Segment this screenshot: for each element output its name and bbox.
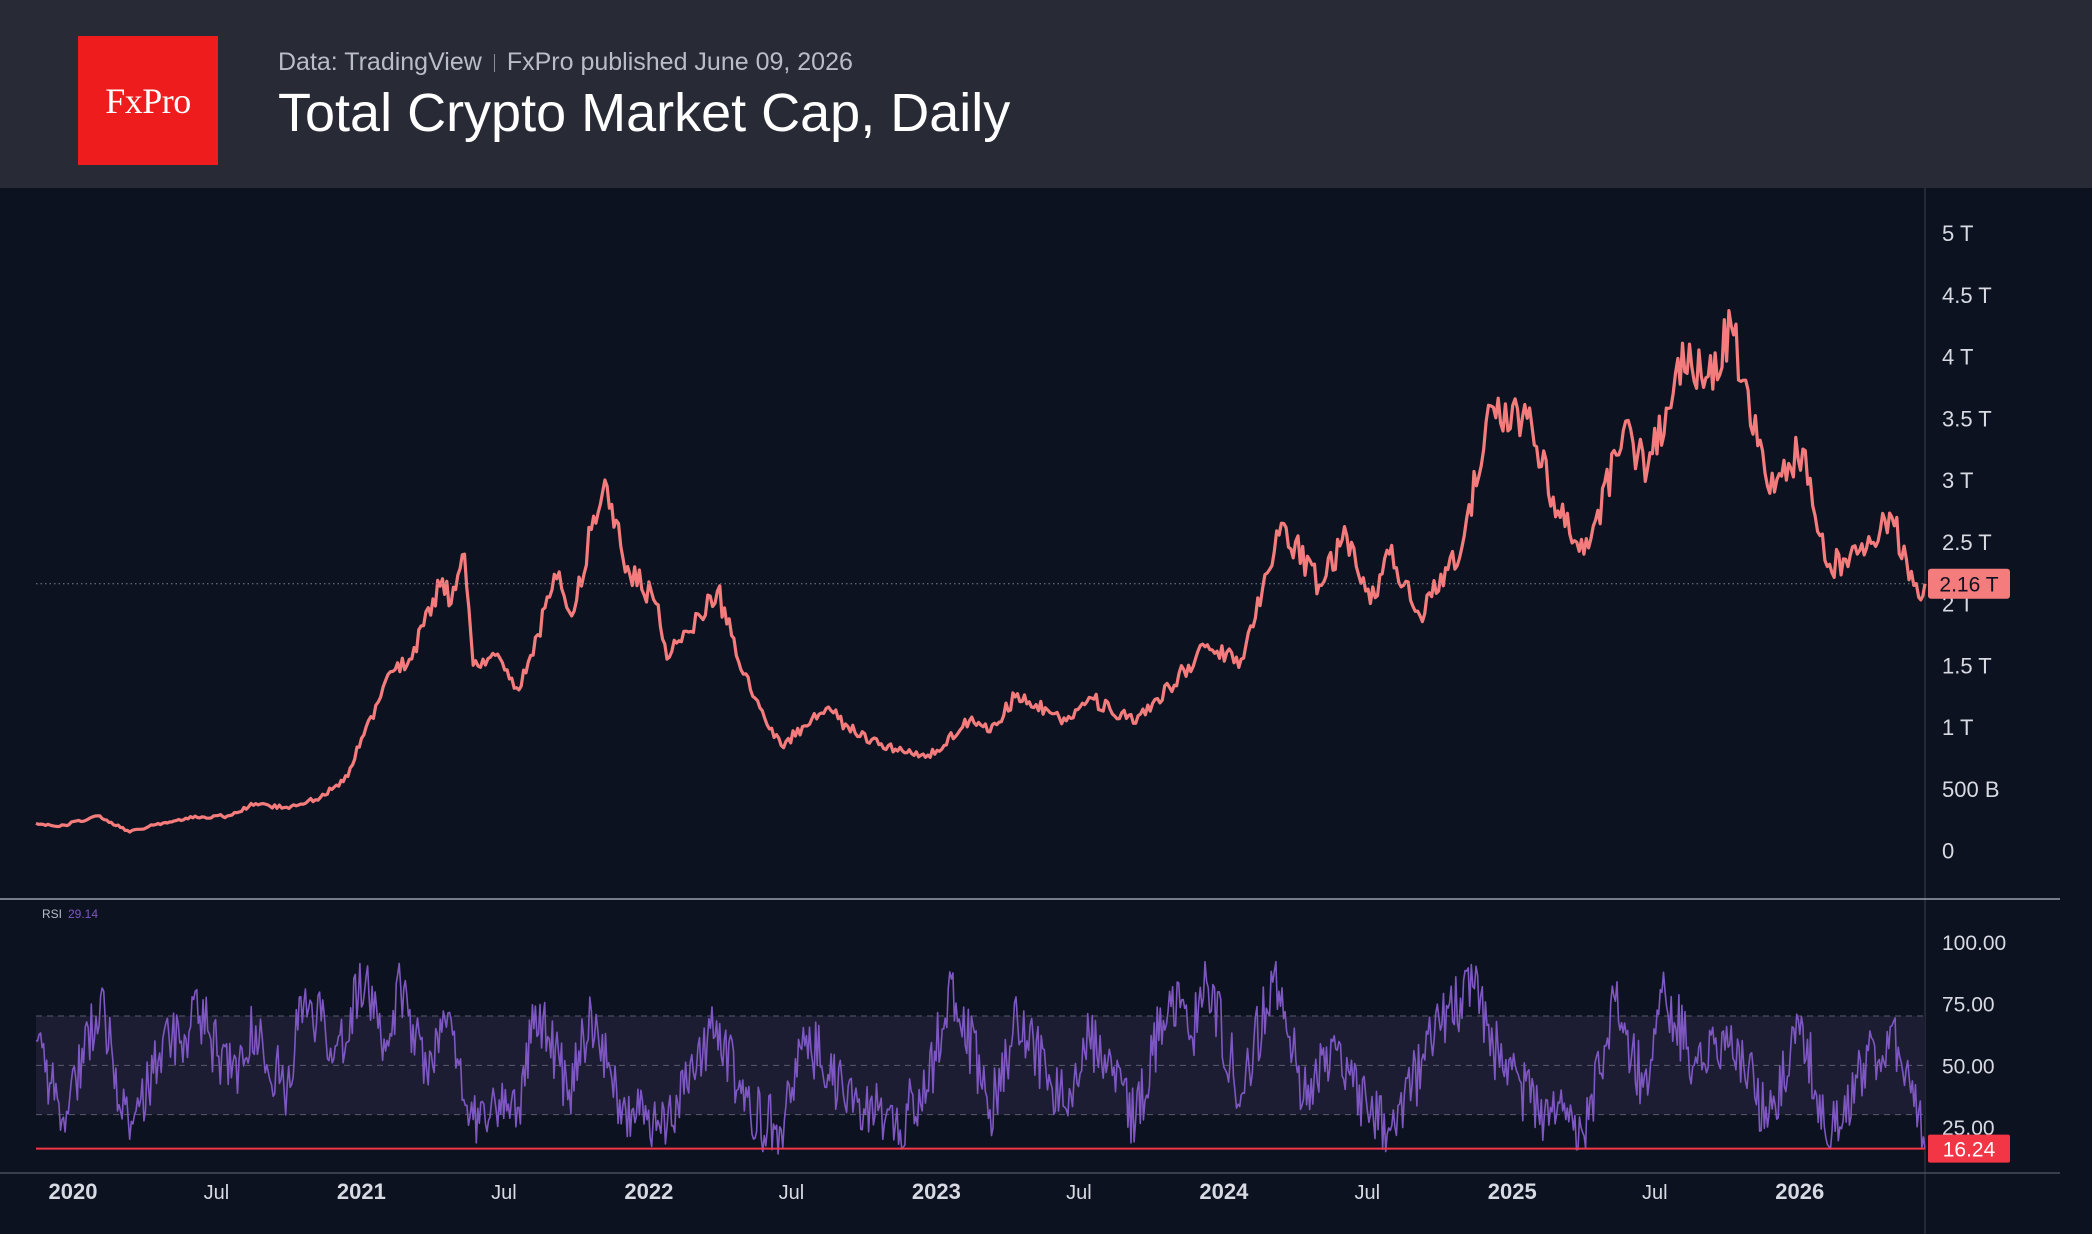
last-price-badge [1928, 568, 2010, 599]
price-tick-label: 4 T [1942, 345, 1973, 370]
price-tick-label: 500 B [1942, 777, 2000, 802]
price-tick-label: 1 T [1942, 715, 1973, 740]
rsi-header-value: 29.14 [68, 907, 98, 921]
rsi-last-badge [1928, 1134, 2010, 1163]
time-tick-label: Jul [1066, 1182, 1092, 1204]
price-series-line [35, 309, 1927, 834]
time-tick-label: 2020 [49, 1179, 98, 1204]
source-separator [493, 54, 495, 72]
time-tick-label: Jul [491, 1182, 517, 1204]
rsi-title: RSI [42, 907, 62, 921]
price-tick-label: 5 T [1942, 221, 1973, 246]
rsi-band [36, 1016, 1925, 1115]
price-tick-label: 4.5 T [1942, 283, 1992, 308]
rsi-tick-label: 100.00 [1942, 932, 2006, 955]
rsi-series-line [35, 960, 1926, 1155]
time-tick-label: 2023 [912, 1179, 961, 1204]
time-tick-label: 2022 [624, 1179, 673, 1204]
time-tick-label: Jul [204, 1182, 230, 1204]
fxpro-logo: FxPro [78, 36, 218, 165]
rsi-tick-label: 75.00 [1942, 994, 1995, 1017]
time-tick-label: 2026 [1775, 1179, 1824, 1204]
price-tick-label: 0 [1942, 839, 1954, 864]
data-source: Data: TradingView FxPro published June 09… [278, 48, 853, 77]
time-tick-label: 2021 [337, 1179, 386, 1204]
rsi-tick-label: 50.00 [1942, 1055, 1995, 1078]
time-tick-label: 2025 [1488, 1179, 1537, 1204]
price-tick-label: 3.5 T [1942, 406, 1992, 431]
chart-title: Total Crypto Market Cap, Daily [278, 83, 1011, 143]
price-tick-label: 2.5 T [1942, 530, 1992, 555]
time-tick-label: Jul [1354, 1182, 1380, 1204]
source-right: FxPro published June 09, 2026 [506, 48, 853, 76]
source-left: Data: TradingView [278, 48, 482, 76]
header-bar: FxPro Data: TradingView FxPro published J… [0, 0, 2092, 188]
time-tick-label: Jul [779, 1182, 805, 1204]
time-tick-label: Jul [1642, 1182, 1668, 1204]
price-tick-label: 3 T [1942, 468, 1973, 493]
rsi-tick-label: 25.00 [1942, 1117, 1995, 1140]
logo-text: FxPro [105, 80, 191, 121]
last-price-label: 2.16 T [1939, 574, 1998, 597]
time-tick-label: 2024 [1199, 1179, 1249, 1204]
price-tick-label: 1.5 T [1942, 653, 1992, 678]
rsi-last-label: 16.24 [1943, 1139, 1996, 1162]
